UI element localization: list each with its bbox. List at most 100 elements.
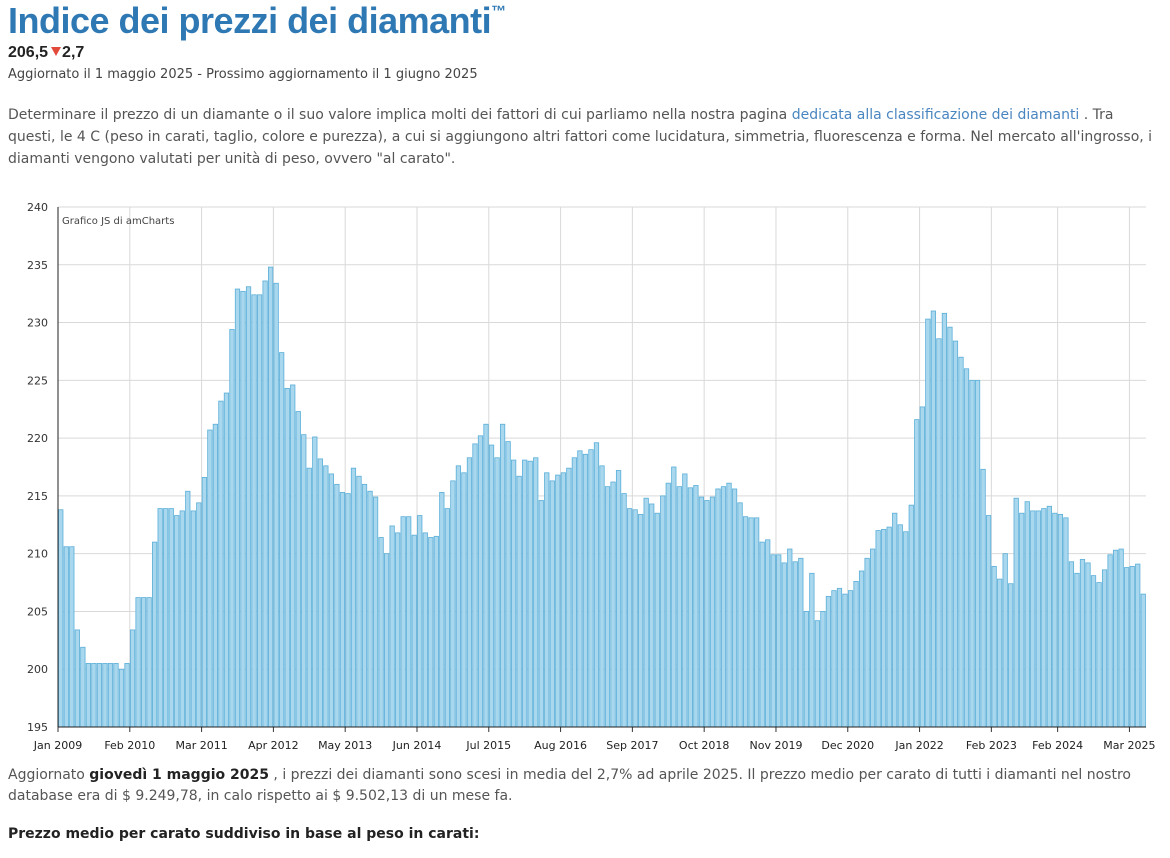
bar[interactable] [765, 539, 771, 728]
bar[interactable] [847, 590, 854, 728]
bar[interactable] [1063, 517, 1069, 728]
bar[interactable] [1085, 562, 1091, 728]
bar[interactable] [809, 572, 815, 728]
bar[interactable] [660, 495, 666, 728]
bar[interactable] [748, 517, 754, 728]
bar[interactable] [1019, 512, 1025, 728]
bar[interactable] [1101, 569, 1108, 728]
bar[interactable] [400, 516, 406, 728]
bar[interactable] [886, 526, 892, 728]
bar[interactable] [1035, 510, 1041, 728]
bar[interactable] [152, 541, 158, 728]
bar[interactable] [643, 497, 649, 728]
chart-credit[interactable]: Grafico JS di amCharts [62, 216, 174, 227]
bar[interactable] [146, 597, 152, 728]
bar[interactable] [91, 663, 97, 728]
bar[interactable] [538, 500, 544, 728]
bar[interactable] [682, 473, 688, 728]
bar[interactable] [85, 663, 91, 728]
bar[interactable] [963, 368, 970, 728]
bar[interactable] [350, 467, 357, 728]
bar[interactable] [731, 488, 738, 728]
bar[interactable] [488, 444, 495, 728]
bar[interactable] [328, 473, 334, 728]
bar[interactable] [1002, 553, 1008, 728]
bar[interactable] [317, 458, 323, 728]
bar[interactable] [140, 597, 147, 728]
bar[interactable] [499, 423, 506, 728]
bar[interactable] [925, 318, 931, 728]
bar[interactable] [870, 548, 876, 728]
bar[interactable] [472, 443, 478, 728]
bar[interactable] [787, 548, 793, 728]
bar[interactable] [997, 578, 1003, 728]
bar[interactable] [610, 481, 616, 728]
bar[interactable] [638, 513, 644, 728]
bar[interactable] [919, 406, 925, 728]
bar[interactable] [295, 411, 301, 728]
bar[interactable] [687, 487, 693, 728]
bar[interactable] [174, 515, 180, 728]
bar[interactable] [952, 340, 959, 728]
bar[interactable] [759, 541, 765, 728]
bar[interactable] [1013, 497, 1019, 728]
bar[interactable] [516, 475, 522, 728]
bar[interactable] [63, 546, 69, 728]
bar[interactable] [129, 629, 136, 728]
bar[interactable] [483, 423, 489, 728]
bar[interactable] [107, 663, 114, 728]
bar[interactable] [179, 510, 185, 728]
bar[interactable] [312, 436, 318, 728]
bar[interactable] [135, 597, 141, 728]
bar[interactable] [406, 516, 412, 728]
bar[interactable] [991, 565, 997, 728]
bar[interactable] [715, 488, 721, 728]
bar[interactable] [627, 508, 633, 728]
bar[interactable] [914, 419, 920, 728]
bar[interactable] [1129, 565, 1135, 728]
bar[interactable] [571, 457, 577, 728]
bar[interactable] [958, 356, 964, 728]
bar[interactable] [649, 503, 655, 728]
bar[interactable] [842, 593, 848, 728]
bar[interactable] [1008, 583, 1014, 728]
bar[interactable] [58, 509, 64, 728]
bar[interactable] [555, 474, 561, 728]
bar[interactable] [864, 557, 870, 728]
bar[interactable] [113, 663, 119, 728]
bar[interactable] [892, 512, 898, 728]
bar[interactable] [223, 392, 230, 728]
bar[interactable] [831, 590, 837, 728]
bar[interactable] [1024, 501, 1030, 728]
bar[interactable] [339, 492, 346, 728]
bar[interactable] [1074, 572, 1080, 728]
bar[interactable] [411, 534, 417, 728]
bar[interactable] [196, 502, 202, 728]
bar[interactable] [505, 441, 511, 728]
bar[interactable] [439, 492, 445, 728]
bar[interactable] [157, 508, 163, 728]
bar[interactable] [212, 423, 219, 728]
bar[interactable] [985, 515, 992, 728]
bar[interactable] [256, 294, 263, 728]
bar[interactable] [709, 496, 716, 728]
bar[interactable] [754, 517, 760, 728]
bar[interactable] [306, 467, 312, 728]
bar[interactable] [1140, 593, 1146, 728]
bar[interactable] [654, 512, 660, 728]
bar[interactable] [433, 535, 439, 728]
bar[interactable] [511, 459, 517, 728]
bar[interactable] [903, 531, 909, 728]
bar[interactable] [323, 465, 329, 728]
bar[interactable] [74, 629, 80, 728]
bar[interactable] [1090, 575, 1097, 728]
bar[interactable] [897, 524, 903, 728]
bar[interactable] [875, 530, 881, 728]
bar[interactable] [356, 475, 362, 728]
bar[interactable] [742, 516, 749, 728]
bar[interactable] [820, 611, 826, 728]
bar[interactable] [1118, 548, 1124, 728]
bar[interactable] [1068, 561, 1075, 728]
bar[interactable] [599, 465, 605, 728]
bar[interactable] [560, 472, 566, 728]
